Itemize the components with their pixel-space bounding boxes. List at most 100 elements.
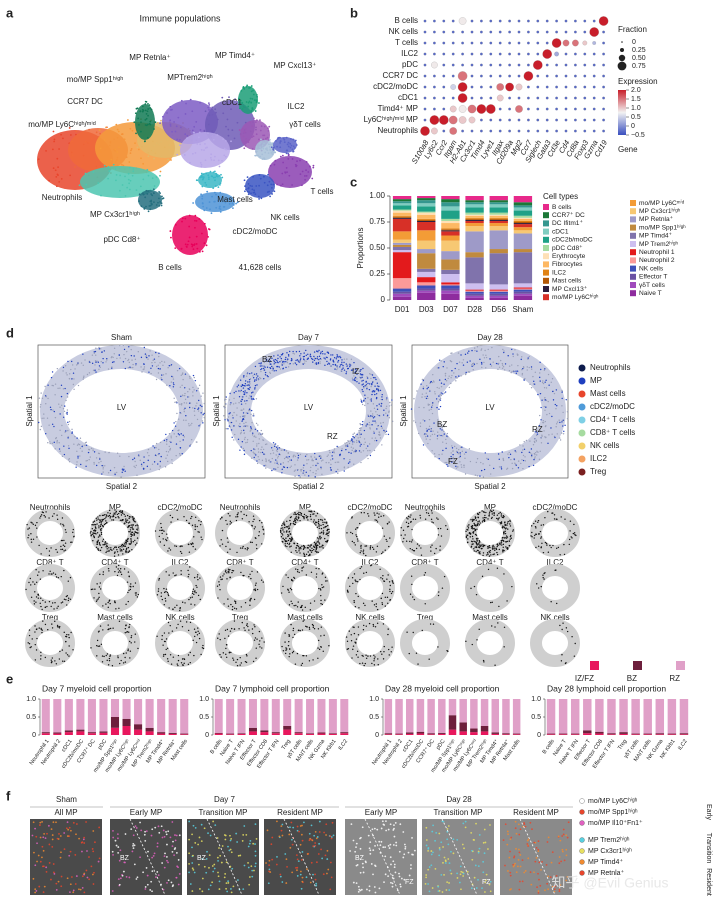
cell-dot xyxy=(79,447,82,450)
umap-cell xyxy=(215,174,218,176)
cell-dot xyxy=(192,374,195,377)
cell-dot xyxy=(440,394,443,397)
marker-cell xyxy=(322,521,324,523)
bar-segment xyxy=(417,200,436,204)
cell-dot xyxy=(269,372,272,375)
marker-cell xyxy=(512,530,514,532)
umap-cell xyxy=(201,185,204,188)
cell-dot xyxy=(324,353,326,355)
marker-cell xyxy=(319,538,321,540)
marker-cell xyxy=(97,536,100,538)
marker-cell xyxy=(467,527,470,529)
cell-dot xyxy=(378,431,380,433)
cell-dot xyxy=(113,466,116,469)
marker-cell xyxy=(321,519,324,521)
cell-dot xyxy=(455,467,458,469)
cell-dot xyxy=(363,387,365,389)
dot xyxy=(602,96,605,100)
umap-cell xyxy=(142,109,145,112)
cell-dot xyxy=(358,450,361,452)
cell-dot xyxy=(385,405,388,407)
cell-dot xyxy=(260,370,262,373)
marker-cell xyxy=(301,629,304,631)
marker-cell xyxy=(313,600,316,602)
cell-dot xyxy=(93,451,96,453)
marker-cell xyxy=(411,539,414,541)
umap-cell xyxy=(272,146,275,149)
marker-cell xyxy=(194,524,196,526)
umap-cell xyxy=(281,154,284,157)
marker-cell xyxy=(318,541,320,544)
marker-cell xyxy=(324,599,326,601)
marker-cell xyxy=(375,603,378,605)
umap-cell xyxy=(174,247,177,250)
cell-dot xyxy=(354,372,356,374)
cell-dot xyxy=(465,371,467,374)
cell-dot xyxy=(75,466,77,468)
cell-dot xyxy=(500,468,503,470)
bar-segment xyxy=(441,235,460,241)
cell-dot xyxy=(164,466,167,468)
dot xyxy=(527,63,530,67)
cell-dot xyxy=(252,391,254,393)
cell-dot xyxy=(85,460,87,462)
dot xyxy=(470,129,474,133)
marker-cell xyxy=(196,576,199,578)
cell-dot xyxy=(137,351,140,353)
marker-cell xyxy=(289,533,291,535)
marker-cell xyxy=(108,570,110,572)
marker-cell xyxy=(199,577,201,579)
marker-cell xyxy=(158,577,161,580)
marker-cell xyxy=(180,570,182,572)
legend-label: MP Cxcl13⁺ xyxy=(552,286,588,293)
cell-dot xyxy=(432,402,434,404)
umap-cell xyxy=(158,205,161,207)
cell-dot xyxy=(303,362,306,364)
marker-cell xyxy=(373,664,376,666)
marker-cell xyxy=(287,533,289,536)
umap-cell xyxy=(247,187,250,189)
cell-dot xyxy=(343,466,346,468)
marker-cell xyxy=(381,592,384,595)
legend-title: Cell types xyxy=(543,192,578,201)
umap-cell xyxy=(255,150,258,153)
umap-cell xyxy=(144,118,147,121)
marker-cell xyxy=(101,540,104,542)
marker-cell xyxy=(512,529,515,531)
marker-cell xyxy=(372,548,375,550)
cell-dot xyxy=(562,425,564,427)
umap-cell xyxy=(252,93,255,96)
marker-cell xyxy=(221,516,223,518)
marker-cell xyxy=(166,658,169,660)
marker-cell xyxy=(347,577,350,579)
marker-cell xyxy=(501,544,503,546)
marker-cell xyxy=(50,547,52,549)
umap-cell xyxy=(149,107,152,110)
cell-dot xyxy=(352,369,354,371)
cell-dot xyxy=(550,381,552,383)
marker-cell xyxy=(244,660,247,663)
marker-cell xyxy=(302,515,304,518)
umap-cell xyxy=(221,96,224,99)
dot xyxy=(545,19,549,23)
marker-cell xyxy=(362,552,365,555)
cell-dot xyxy=(457,466,459,468)
dot xyxy=(457,82,468,92)
dot xyxy=(536,85,540,89)
cell-dot xyxy=(254,428,257,430)
marker-cell xyxy=(352,645,355,647)
cell-dot xyxy=(232,403,235,405)
marker-cell xyxy=(40,628,42,631)
marker-cell xyxy=(372,625,375,627)
marker-cell xyxy=(500,521,503,523)
cell-dot xyxy=(359,445,361,447)
marker-cell xyxy=(97,645,99,648)
cell-dot xyxy=(300,470,302,472)
bar-segment xyxy=(441,220,460,224)
marker-cell xyxy=(177,518,179,521)
cell-dot xyxy=(265,459,267,461)
umap-cell xyxy=(233,137,236,140)
marker-cell xyxy=(100,643,103,646)
cell-dot xyxy=(533,458,535,461)
marker-cell xyxy=(258,531,261,533)
